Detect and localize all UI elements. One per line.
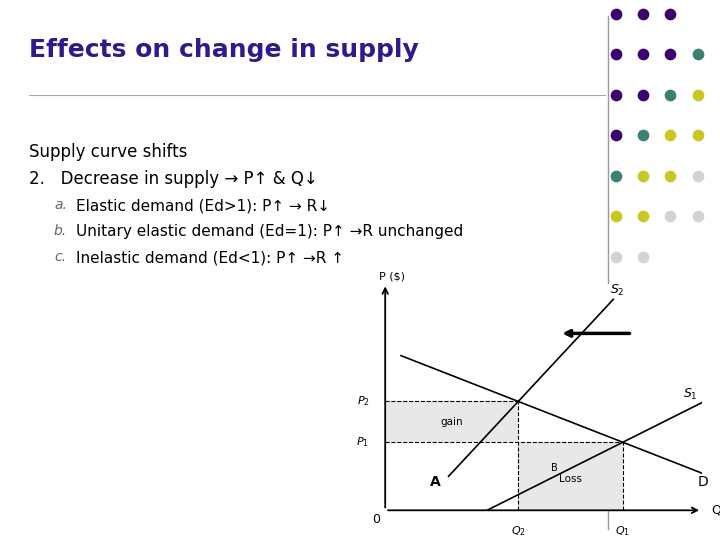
Point — [692, 50, 703, 58]
Point — [665, 50, 676, 58]
Point — [637, 90, 649, 99]
Point — [637, 9, 649, 18]
Point — [610, 171, 621, 180]
Point — [665, 90, 676, 99]
Text: gain: gain — [441, 417, 463, 427]
Text: Q: Q — [711, 504, 720, 517]
Point — [665, 9, 676, 18]
Text: 2.   Decrease in supply → P↑ & Q↓: 2. Decrease in supply → P↑ & Q↓ — [29, 170, 318, 188]
Text: $P_2$: $P_2$ — [356, 395, 369, 408]
Point — [637, 252, 649, 261]
Bar — [518, 442, 623, 510]
Text: $Q_1$: $Q_1$ — [616, 524, 630, 538]
Point — [665, 131, 676, 139]
Point — [692, 212, 703, 220]
Text: Effects on change in supply: Effects on change in supply — [29, 38, 418, 62]
Text: A: A — [431, 475, 441, 489]
Text: b.: b. — [54, 224, 67, 238]
Text: $P_1$: $P_1$ — [356, 435, 369, 449]
Point — [610, 252, 621, 261]
Point — [610, 9, 621, 18]
Bar — [385, 401, 518, 442]
Point — [637, 212, 649, 220]
Point — [692, 90, 703, 99]
Text: Unitary elastic demand (Ed=1): P↑ →R unchanged: Unitary elastic demand (Ed=1): P↑ →R unc… — [76, 224, 463, 239]
Text: 0: 0 — [372, 513, 379, 526]
Point — [692, 131, 703, 139]
Text: Inelastic demand (Ed<1): P↑ →R ↑: Inelastic demand (Ed<1): P↑ →R ↑ — [76, 250, 343, 265]
Text: Loss: Loss — [559, 474, 582, 484]
Text: $S_2$: $S_2$ — [610, 283, 625, 298]
Point — [610, 212, 621, 220]
Point — [610, 131, 621, 139]
Text: $S_1$: $S_1$ — [683, 387, 697, 402]
Point — [665, 212, 676, 220]
Text: B: B — [552, 463, 558, 473]
Point — [637, 171, 649, 180]
Text: P ($): P ($) — [379, 272, 405, 282]
Text: Supply curve shifts: Supply curve shifts — [29, 143, 187, 161]
Text: c.: c. — [54, 250, 66, 264]
Text: a.: a. — [54, 198, 67, 212]
Text: $Q_2$: $Q_2$ — [510, 524, 526, 538]
Point — [637, 50, 649, 58]
Point — [637, 131, 649, 139]
Text: D: D — [697, 475, 708, 489]
Point — [692, 171, 703, 180]
Point — [610, 90, 621, 99]
Point — [610, 50, 621, 58]
Point — [665, 171, 676, 180]
Text: Elastic demand (Ed>1): P↑ → R↓: Elastic demand (Ed>1): P↑ → R↓ — [76, 198, 330, 213]
